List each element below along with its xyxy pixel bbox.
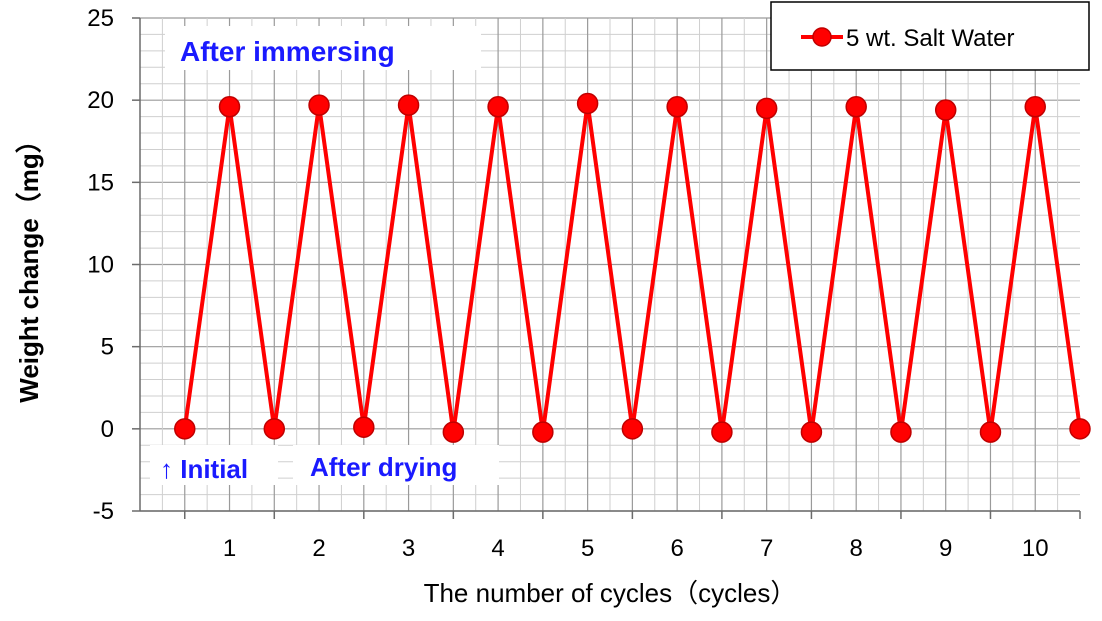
y-tick-label: 20 [87,87,114,114]
x-tick-label: 8 [850,535,863,562]
after-immersing-label: After immersing [180,36,395,67]
x-tick-label: 6 [670,535,683,562]
data-point [621,418,644,440]
legend-marker-swatch [812,27,832,47]
x-tick-label: 3 [402,535,415,562]
data-point [532,421,554,443]
after-drying-label: After drying [310,452,457,482]
x-tick-label: 5 [581,535,594,562]
data-point [308,94,330,116]
x-tick-label: 7 [760,535,773,562]
data-point [263,418,286,440]
y-tick-label: -5 [93,498,114,525]
y-tick-labels: 25 20 15 10 5 0 -5 [87,5,114,525]
data-point [800,421,823,443]
data-point [397,94,420,116]
data-point [755,97,778,120]
y-tick-label: 0 [101,416,114,443]
data-point [353,416,375,438]
x-tick-label: 10 [1022,535,1049,562]
y-tick-label: 15 [87,169,114,196]
data-point [979,421,1002,443]
data-point [890,421,912,443]
data-point [487,95,509,118]
x-tick-labels: 1 2 3 4 5 6 7 8 9 10 [223,535,1049,562]
y-tick-label: 10 [87,252,114,279]
data-point [845,95,867,118]
x-tick-label: 9 [939,535,952,562]
data-point [576,92,599,115]
x-tick-label: 4 [491,535,504,562]
initial-box [150,445,278,485]
initial-label: ↑ Initial [160,454,248,484]
after-immersing-box [165,26,481,70]
x-tick-label: 2 [312,535,325,562]
legend-label: 5 wt. Salt Water [846,25,1015,52]
axes [132,17,1081,519]
data-point [711,421,733,443]
data-point [174,418,196,440]
series-5wt-salt-water [174,92,1091,443]
y-tick-label: 25 [87,5,114,32]
data-point [666,95,688,118]
data-point [934,99,957,121]
legend: 5 wt. Salt Water [770,1,1090,71]
x-tick-label: 1 [223,535,236,562]
grid [140,17,1080,512]
data-point [1069,418,1091,440]
after-drying-box [293,445,499,485]
x-axis-title: The number of cycles（cycles） [424,578,797,608]
data-point [218,95,241,118]
data-point [1024,95,1046,118]
y-tick-label: 5 [101,334,114,361]
y-axis-title: Weight change（mg） [14,127,44,402]
data-point [442,421,465,443]
